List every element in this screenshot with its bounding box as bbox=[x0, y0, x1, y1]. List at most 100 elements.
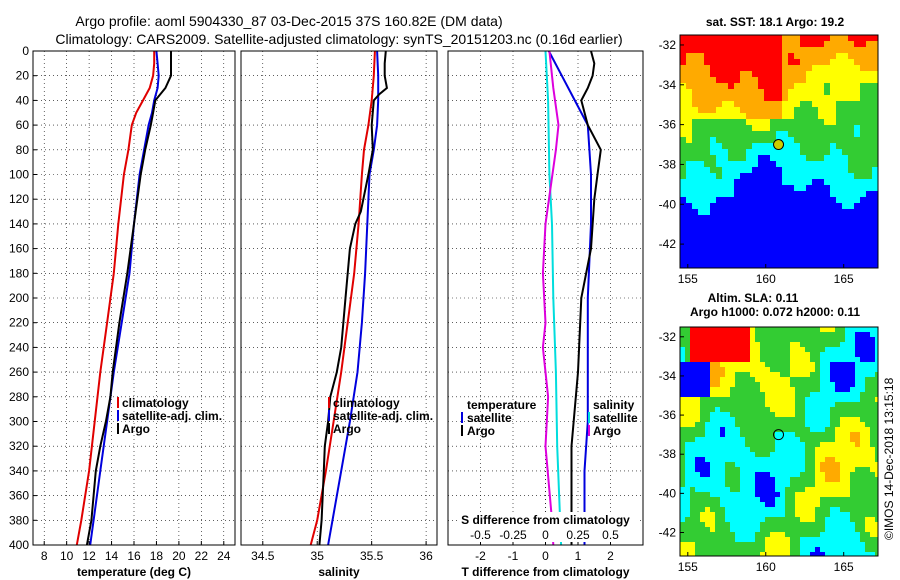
map-cell bbox=[755, 337, 760, 342]
map-cell bbox=[812, 155, 818, 161]
map-cell bbox=[690, 357, 695, 362]
map-cell bbox=[865, 337, 870, 342]
map-cell bbox=[740, 155, 746, 161]
map-cell bbox=[835, 492, 840, 497]
map-cell bbox=[715, 457, 720, 462]
map-cell bbox=[836, 83, 842, 89]
sst-map-title: sat. SST: 18.1 Argo: 19.2 bbox=[706, 15, 845, 29]
map-cell bbox=[780, 487, 785, 492]
map-cell bbox=[770, 457, 775, 462]
map-cell bbox=[692, 131, 698, 137]
map-cell bbox=[715, 502, 720, 507]
map-cell bbox=[685, 342, 690, 347]
map-cell bbox=[795, 427, 800, 432]
map-cell bbox=[800, 427, 805, 432]
map-cell bbox=[750, 417, 755, 422]
map-cell bbox=[845, 417, 850, 422]
map-cell bbox=[730, 517, 735, 522]
map-cell bbox=[730, 532, 735, 537]
map-cell bbox=[710, 522, 715, 527]
map-cell bbox=[740, 532, 745, 537]
map-cell bbox=[764, 263, 770, 268]
y-tick-label-11: 220 bbox=[9, 316, 29, 330]
map-cell bbox=[752, 125, 758, 131]
map-cell bbox=[776, 119, 782, 125]
map-cell bbox=[770, 83, 776, 89]
map-cell bbox=[830, 332, 835, 337]
map-cell bbox=[770, 35, 776, 41]
map-cell bbox=[746, 65, 752, 71]
map-cell bbox=[788, 185, 794, 191]
map-cell bbox=[870, 497, 875, 502]
map-cell bbox=[746, 257, 752, 263]
map-cell bbox=[836, 161, 842, 167]
map-cell bbox=[710, 482, 715, 487]
map-cell bbox=[805, 417, 810, 422]
map-cell bbox=[728, 113, 734, 119]
map-cell bbox=[875, 362, 878, 367]
map-cell bbox=[785, 327, 790, 332]
map-cell bbox=[704, 155, 710, 161]
map-cell bbox=[860, 53, 866, 59]
map-cell bbox=[790, 532, 795, 537]
map-cell bbox=[728, 107, 734, 113]
map-cell bbox=[695, 457, 700, 462]
map-cell bbox=[735, 532, 740, 537]
map-cell bbox=[860, 512, 865, 517]
map-cell bbox=[750, 482, 755, 487]
map-cell bbox=[830, 233, 836, 239]
map-cell bbox=[735, 487, 740, 492]
map-cell bbox=[685, 337, 690, 342]
map-cell bbox=[686, 35, 692, 41]
x-tick-label-3: 14 bbox=[105, 549, 119, 563]
map-cell bbox=[850, 447, 855, 452]
map-cell bbox=[800, 41, 806, 47]
map-cell bbox=[755, 357, 760, 362]
map-cell bbox=[760, 462, 765, 467]
map-cell bbox=[704, 83, 710, 89]
map-cell bbox=[755, 542, 760, 547]
map-cell bbox=[836, 185, 842, 191]
map-cell bbox=[824, 83, 830, 89]
map-cell bbox=[850, 487, 855, 492]
map-cell bbox=[704, 239, 710, 245]
map-cell bbox=[800, 487, 805, 492]
map-cell bbox=[776, 197, 782, 203]
map-cell bbox=[758, 221, 764, 227]
map-cell bbox=[764, 155, 770, 161]
map-cell bbox=[686, 119, 692, 125]
map-cell bbox=[845, 392, 850, 397]
map-cell bbox=[836, 53, 842, 59]
map-cell bbox=[685, 457, 690, 462]
map-cell bbox=[746, 83, 752, 89]
map-cell bbox=[740, 397, 745, 402]
map-cell bbox=[860, 492, 865, 497]
map-cell bbox=[735, 407, 740, 412]
map-cell bbox=[680, 209, 686, 215]
map-cell bbox=[850, 387, 855, 392]
map-cell bbox=[815, 347, 820, 352]
map-cell bbox=[815, 482, 820, 487]
map-cell bbox=[824, 125, 830, 131]
map-cell bbox=[855, 462, 860, 467]
map-cell bbox=[764, 257, 770, 263]
map-cell bbox=[824, 227, 830, 233]
map-cell bbox=[716, 185, 722, 191]
map-cell bbox=[830, 47, 836, 53]
map-cell bbox=[725, 457, 730, 462]
map-cell bbox=[710, 477, 715, 482]
map-cell bbox=[730, 497, 735, 502]
map-cell bbox=[686, 107, 692, 113]
map-cell bbox=[810, 462, 815, 467]
map-cell bbox=[710, 402, 715, 407]
map-cell bbox=[855, 382, 860, 387]
map-cell bbox=[794, 263, 800, 268]
map-cell bbox=[815, 457, 820, 462]
map-cell bbox=[686, 221, 692, 227]
map-cell bbox=[740, 477, 745, 482]
map-cell bbox=[860, 452, 865, 457]
map-cell bbox=[872, 197, 878, 203]
map-cell bbox=[818, 239, 824, 245]
map-cell bbox=[854, 251, 860, 257]
map-cell bbox=[830, 149, 836, 155]
